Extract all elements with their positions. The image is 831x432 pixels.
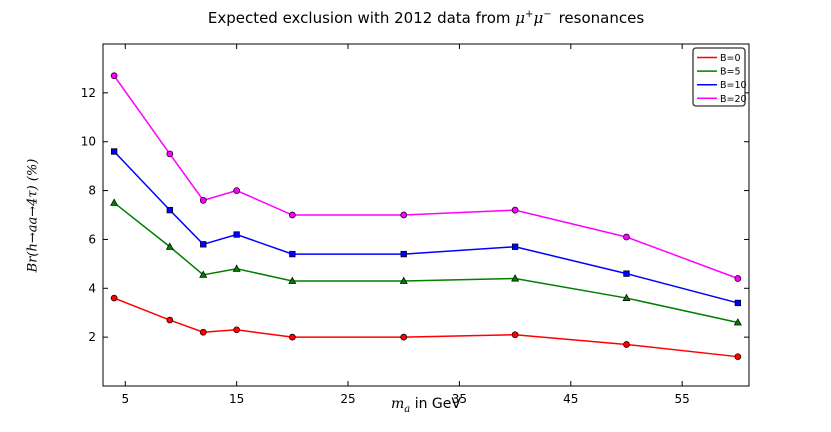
- y-tick-label: 2: [88, 330, 96, 344]
- x-axis-variable: m: [391, 396, 405, 412]
- data-point: [734, 299, 742, 307]
- data-point: [233, 326, 241, 334]
- data-point: [622, 293, 631, 302]
- legend-label: B=0: [720, 53, 741, 64]
- y-tick-label: 8: [88, 184, 96, 198]
- data-point: [232, 264, 241, 272]
- x-tick-label: 25: [340, 392, 355, 406]
- data-point: [511, 206, 519, 214]
- data-point: [289, 250, 296, 258]
- mu-symbol: μ: [515, 9, 526, 27]
- data-point: [511, 243, 519, 250]
- data-point: [199, 328, 207, 336]
- data-point: [199, 196, 207, 204]
- data-point: [400, 333, 408, 341]
- plot-frame: [102, 43, 750, 387]
- data-point: [233, 187, 241, 194]
- data-point: [623, 270, 630, 277]
- y-tick-label: 12: [81, 86, 96, 100]
- data-point: [734, 353, 742, 361]
- x-axis-unit: in GeV: [410, 396, 461, 412]
- y-tick-label: 4: [88, 281, 96, 295]
- data-point: [399, 276, 408, 284]
- data-point: [110, 148, 118, 155]
- data-point: [400, 250, 407, 258]
- x-tick-label: 45: [563, 392, 578, 406]
- data-point: [200, 241, 207, 248]
- data-point: [166, 206, 173, 214]
- data-point: [233, 231, 240, 238]
- x-tick-label: 5: [121, 392, 129, 406]
- data-point: [733, 318, 742, 326]
- mu-minus-superscript: −: [543, 9, 552, 20]
- x-tick-label: 15: [229, 392, 244, 406]
- data-point: [288, 276, 297, 284]
- data-point: [166, 316, 174, 324]
- chart-title-text: Expected exclusion with 2012 data from: [207, 9, 516, 27]
- legend-box: [692, 47, 746, 107]
- data-point: [199, 270, 208, 278]
- data-point: [623, 233, 630, 241]
- x-axis-subscript: a: [404, 403, 411, 415]
- x-tick-label: 35: [452, 392, 467, 406]
- data-point: [734, 275, 742, 282]
- x-axis-label: ma in GeV: [103, 396, 749, 415]
- data-point: [511, 274, 520, 282]
- mu-plus-superscript: +: [525, 9, 534, 20]
- data-point: [288, 211, 296, 219]
- data-point: [400, 211, 408, 219]
- legend-label: B=10: [720, 80, 747, 91]
- chart-title: Expected exclusion with 2012 data from μ…: [103, 9, 749, 27]
- data-point: [110, 294, 118, 302]
- data-point: [288, 333, 296, 341]
- legend-label: B=20: [720, 94, 747, 105]
- data-point: [623, 341, 630, 348]
- data-point: [110, 72, 118, 80]
- mu-symbol: μ: [533, 9, 544, 27]
- y-tick-label: 6: [88, 232, 96, 246]
- data-point: [511, 331, 519, 339]
- data-point: [166, 150, 174, 158]
- y-axis-label: Br(h→aa→4τ) (%): [25, 158, 41, 273]
- data-point: [165, 242, 174, 250]
- y-tick-label: 10: [81, 135, 96, 149]
- x-tick-label: 55: [675, 392, 690, 406]
- chart-title-suffix: resonances: [558, 9, 645, 27]
- data-point: [110, 198, 119, 206]
- legend-label: B=5: [720, 67, 741, 78]
